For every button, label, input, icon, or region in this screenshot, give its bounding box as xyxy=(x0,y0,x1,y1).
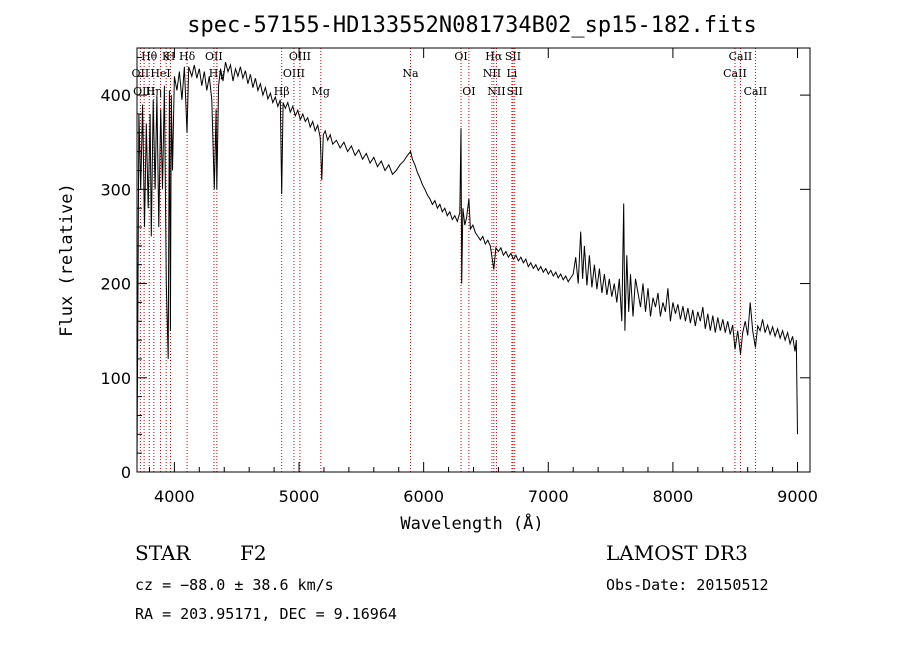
observation-date: Obs-Date: 20150512 xyxy=(606,576,769,594)
line-label-19: NII xyxy=(487,85,505,98)
line-label-20: SII xyxy=(505,50,521,63)
line-label-23: CaII xyxy=(729,50,753,63)
spectrum-line xyxy=(136,61,798,468)
y-tick-label-2: 200 xyxy=(100,275,131,294)
line-label-6: Hη xyxy=(146,85,162,98)
line-label-7: OIII xyxy=(133,85,155,98)
x-tick-label-1: 5000 xyxy=(279,487,320,506)
x-tick-label-2: 6000 xyxy=(403,487,444,506)
line-label-21: Li xyxy=(506,67,517,80)
axis-ticks: 4000 5000 6000 7000 8000 9000 0 100 200 300 400 xyxy=(100,48,818,506)
y-tick-label-1: 100 xyxy=(100,369,131,388)
line-label-24: CaII xyxy=(723,67,747,80)
y-axis-label: Flux (relative) xyxy=(57,183,77,337)
redshift-cz: cz = −88.0 ± 38.6 km/s xyxy=(135,576,334,594)
x-tick-label-5: 9000 xyxy=(777,487,818,506)
x-tick-label-3: 7000 xyxy=(528,487,569,506)
line-label-11: OIII xyxy=(283,67,305,80)
x-tick-label-0: 4000 xyxy=(154,487,195,506)
y-tick-label-3: 300 xyxy=(100,180,131,199)
survey-name: LAMOST DR3 xyxy=(606,541,748,565)
plot-frame xyxy=(136,47,811,473)
spectrum-series xyxy=(136,61,798,468)
line-label-14: Na xyxy=(402,67,419,80)
line-label-17: Hα xyxy=(485,50,503,63)
line-label-0: Hθ xyxy=(141,50,158,63)
line-label-18: NII xyxy=(483,67,501,80)
y-tick-label-0: 0 xyxy=(121,463,131,482)
y-tick-label-4: 400 xyxy=(100,86,131,105)
chart-title: spec-57155-HD133552N081734B02_sp15-182.f… xyxy=(187,13,757,38)
line-label-12: Hβ xyxy=(274,85,290,98)
line-label-8: OII xyxy=(205,50,223,63)
line-label-22: SII xyxy=(507,85,523,98)
line-label-1: K xyxy=(162,50,171,63)
line-label-25: CaII xyxy=(744,85,768,98)
line-label-13: Mg xyxy=(312,85,330,98)
x-tick-label-4: 8000 xyxy=(653,487,694,506)
line-label-15: OI xyxy=(454,50,467,63)
line-label-2: H xyxy=(166,50,176,63)
line-label-3: Hδ xyxy=(179,50,196,63)
line-label-16: OI xyxy=(462,85,475,98)
line-label-5: HeI xyxy=(150,67,170,80)
coordinates: RA = 203.95171, DEC = 9.16964 xyxy=(135,605,397,623)
line-label-10: OIII xyxy=(289,50,311,63)
object-subclass: F2 xyxy=(240,541,267,565)
line-label-4: OII xyxy=(132,67,150,80)
object-class: STAR xyxy=(135,541,191,565)
x-axis-label: Wavelength (Å) xyxy=(400,512,543,534)
